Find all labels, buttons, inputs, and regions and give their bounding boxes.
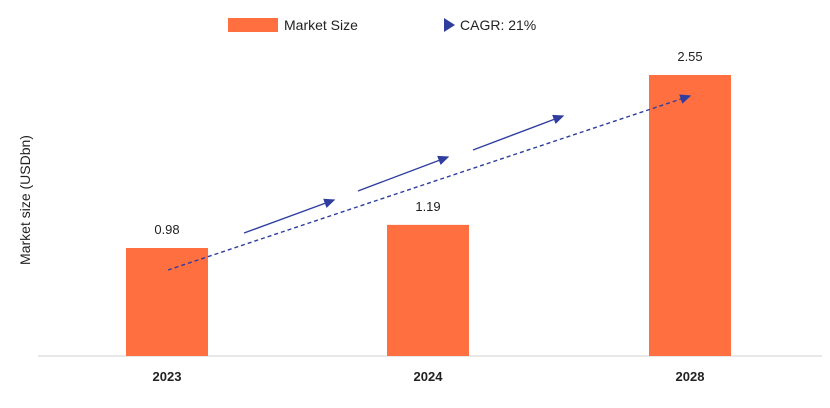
legend-label-cagr: CAGR: 21% [460, 17, 536, 33]
category-label-2024: 2024 [414, 369, 444, 384]
legend-arrow-icon [444, 18, 455, 32]
value-label-2024: 1.19 [415, 199, 440, 214]
bar-2023 [126, 248, 208, 356]
bar-2028 [649, 75, 731, 356]
cagr-trend-line [167, 94, 692, 271]
legend-swatch-market-size [228, 18, 278, 32]
bars [126, 75, 731, 356]
category-label-2023: 2023 [153, 369, 182, 384]
legend-label-market-size: Market Size [284, 17, 358, 33]
cagr-arrow-3 [472, 114, 565, 151]
value-label-2028: 2.55 [677, 49, 702, 64]
cagr-trend [167, 94, 692, 271]
bar-2024 [387, 224, 469, 356]
y-axis-label: Market size (USDbn) [17, 135, 33, 265]
legend: Market Size CAGR: 21% [228, 17, 536, 33]
cagr-arrow-1 [243, 198, 336, 234]
category-labels: 2023 2024 2028 [153, 369, 705, 384]
cagr-arrow-2 [357, 155, 450, 192]
category-label-2028: 2028 [676, 369, 705, 384]
value-label-2023: 0.98 [154, 222, 179, 237]
value-labels: 0.98 1.19 2.55 [154, 49, 702, 237]
